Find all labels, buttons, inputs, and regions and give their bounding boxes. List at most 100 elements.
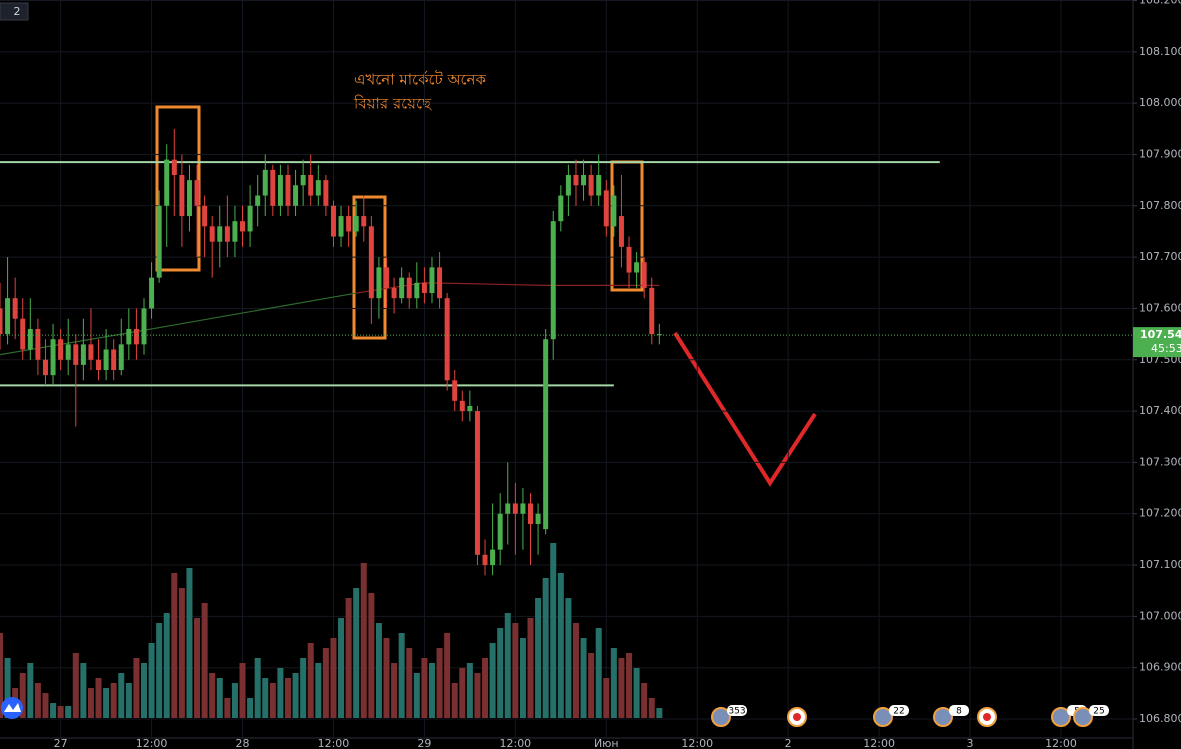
volume-bar	[603, 678, 610, 718]
volume-bar	[565, 598, 572, 718]
candle-body	[459, 400, 465, 412]
candle-body	[300, 175, 306, 186]
volume-bar	[292, 673, 299, 718]
volume-bar	[209, 673, 216, 718]
event-marker[interactable]: 353	[711, 705, 747, 727]
event-icon	[711, 707, 731, 727]
volume-bar	[474, 673, 481, 718]
volume-bar	[239, 663, 246, 718]
event-icon-dot	[983, 713, 991, 721]
y-tick-label: 107.900	[1139, 147, 1181, 160]
event-count-box	[1089, 705, 1109, 716]
moving-average	[0, 292, 357, 356]
x-tick-label: 29	[417, 737, 431, 749]
x-tick-label: 12:00	[136, 737, 168, 749]
event-count: 22	[893, 707, 904, 717]
volume-bar	[626, 653, 633, 718]
volume-bar	[19, 673, 26, 718]
y-tick-label: 107.700	[1139, 250, 1181, 263]
candle-body	[611, 195, 617, 227]
volume-bar	[307, 643, 314, 718]
volume-bar	[247, 698, 254, 718]
logo-mark	[4, 703, 21, 712]
candle-body	[240, 221, 246, 232]
candle-body	[103, 349, 109, 371]
candle-body	[474, 411, 480, 555]
y-tick-label: 108.000	[1139, 96, 1181, 109]
volume-bar	[648, 698, 655, 718]
event-marker[interactable]: 8	[933, 705, 969, 727]
candle-body	[512, 503, 518, 514]
candle-body	[20, 318, 26, 350]
y-tick-label: 106.900	[1139, 661, 1181, 674]
event-count-box	[727, 705, 747, 716]
event-count-box	[889, 705, 909, 716]
volume-bar	[201, 603, 208, 718]
volume-bar	[610, 648, 617, 718]
volume-bar	[4, 658, 11, 718]
volume-bar	[504, 613, 511, 718]
candle-body	[126, 328, 132, 345]
volume-bar	[95, 678, 102, 718]
badge-box	[0, 2, 29, 21]
volume-bar	[572, 623, 579, 718]
volume-bar	[110, 683, 117, 718]
candle-body	[58, 339, 64, 360]
volume-bar	[656, 708, 663, 718]
volume-bar	[27, 663, 34, 718]
y-tick-label: 107.100	[1139, 558, 1181, 571]
candle-body	[171, 159, 177, 176]
candle-body	[626, 246, 632, 273]
volume-bar	[451, 683, 458, 718]
candle-body	[618, 216, 624, 247]
candle-body	[550, 221, 556, 340]
volume-bar	[65, 706, 72, 718]
x-tick-label: 12:00	[499, 737, 531, 749]
candle-body	[133, 328, 139, 345]
candle-body	[156, 205, 162, 278]
volume-bar	[466, 663, 473, 718]
event-marker[interactable]: 22	[873, 705, 909, 727]
volume-bar	[178, 588, 185, 718]
y-tick-label: 107.800	[1139, 199, 1181, 212]
y-tick-label: 107.000	[1139, 609, 1181, 622]
volume-bar	[315, 663, 322, 718]
candle-body	[330, 205, 336, 237]
candle-body	[565, 175, 571, 196]
candle-body	[391, 287, 397, 299]
volume-bar	[542, 578, 549, 718]
last-price-box	[1133, 327, 1181, 358]
badge[interactable]: 2	[0, 2, 29, 21]
x-tick-label: 12:00	[681, 737, 713, 749]
candle-body	[255, 195, 261, 206]
candle-body	[224, 226, 230, 242]
candle-body	[323, 180, 329, 206]
volume-bar	[216, 678, 223, 718]
event-marker[interactable]: 25	[1073, 705, 1109, 727]
volume-bar	[618, 658, 625, 718]
volume-bar	[277, 668, 284, 718]
candle-body	[5, 298, 11, 335]
volume-bar	[459, 668, 466, 718]
candle-body	[596, 175, 602, 196]
candle-body	[35, 328, 41, 360]
volume-bar	[50, 703, 57, 718]
event-count: 8	[956, 707, 962, 717]
candle-body	[444, 298, 450, 381]
event-count: 25	[1093, 707, 1104, 717]
candle-body	[384, 267, 390, 288]
moving-average	[356, 282, 660, 294]
candle-body	[497, 513, 503, 550]
candle-body	[603, 190, 609, 227]
event-icon-dot	[793, 713, 801, 721]
y-tick-label: 108.200	[1139, 0, 1181, 7]
volume-bar	[641, 683, 648, 718]
x-tick-label: Июн	[594, 737, 619, 749]
event-icon	[873, 707, 893, 727]
volume-bar	[194, 618, 201, 718]
candle-body	[80, 344, 86, 365]
x-tick-label: 27	[54, 737, 68, 749]
y-tick-label: 107.400	[1139, 404, 1181, 417]
volume-bar	[171, 573, 178, 718]
volume-bar	[550, 543, 557, 718]
